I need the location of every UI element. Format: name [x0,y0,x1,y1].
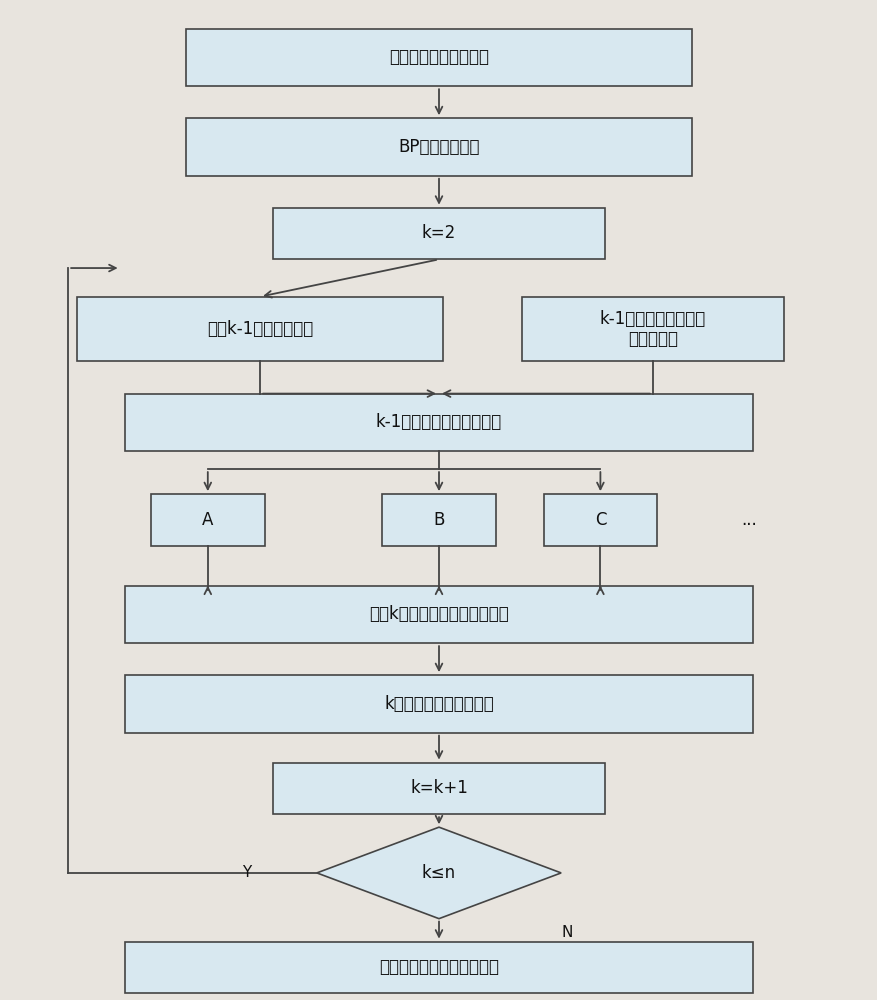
FancyBboxPatch shape [125,394,752,451]
FancyBboxPatch shape [125,942,752,993]
Text: 输入风速实时观测数据: 输入风速实时观测数据 [389,48,488,66]
FancyBboxPatch shape [151,494,264,546]
Text: 预测k-1时刻输出功率: 预测k-1时刻输出功率 [207,320,313,338]
Text: Y: Y [242,865,251,880]
Text: k-1时刻实际输出功率
观测值输入: k-1时刻实际输出功率 观测值输入 [599,310,705,348]
Text: k时刻输出功率预测范围: k时刻输出功率预测范围 [384,695,493,713]
Text: k-1时刻预测输出功率误差: k-1时刻预测输出功率误差 [375,413,502,431]
Text: k=2: k=2 [421,224,456,242]
FancyBboxPatch shape [186,29,691,86]
FancyBboxPatch shape [273,763,604,814]
FancyBboxPatch shape [125,586,752,643]
Text: k=k+1: k=k+1 [410,779,467,797]
FancyBboxPatch shape [381,494,496,546]
FancyBboxPatch shape [273,208,604,259]
FancyBboxPatch shape [521,297,783,361]
Text: C: C [594,511,605,529]
Text: BP神经网络训练: BP神经网络训练 [398,138,479,156]
Text: k≤n: k≤n [422,864,455,882]
FancyBboxPatch shape [77,297,443,361]
Text: 确定k时刻预测功率输出上下限: 确定k时刻预测功率输出上下限 [368,605,509,623]
Text: ...: ... [740,511,756,529]
Text: 时间段内输出功率预测范围: 时间段内输出功率预测范围 [379,958,498,976]
Text: N: N [560,925,572,940]
FancyBboxPatch shape [186,118,691,176]
FancyBboxPatch shape [543,494,656,546]
Text: A: A [202,511,213,529]
FancyBboxPatch shape [125,675,752,733]
Text: B: B [433,511,444,529]
Polygon shape [317,827,560,919]
